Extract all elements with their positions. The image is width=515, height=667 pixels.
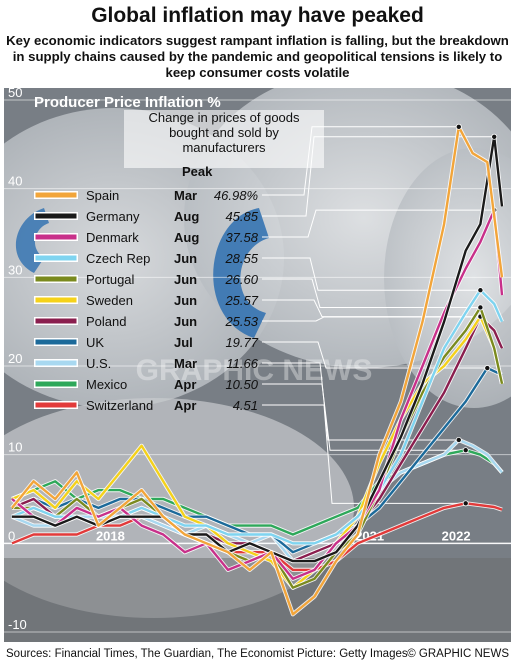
- watermark: GRAPHIC NEWS: [136, 354, 373, 387]
- legend-swatch-germany: [35, 213, 77, 219]
- sources-text: Sources: Financial Times, The Guardian, …: [6, 648, 408, 660]
- peak-marker-u-s: [455, 436, 462, 443]
- legend-peak-month-germany: Aug: [174, 209, 199, 224]
- legend-peak-value-spain: 46.98%: [214, 188, 258, 203]
- legend-swatch-u-s: [35, 360, 77, 366]
- y-tick-label: 0: [8, 528, 15, 543]
- series-line-sweden: [11, 315, 504, 589]
- peak-header: Peak: [182, 164, 213, 179]
- credit-text: © GRAPHIC NEWS: [407, 648, 509, 660]
- legend-swatch-denmark: [35, 234, 77, 240]
- legend-peak-value-sweden: 25.57: [224, 293, 258, 308]
- page-subtitle: Key economic indicators suggest rampant …: [6, 33, 509, 80]
- legend-swatch-spain: [35, 192, 77, 198]
- legend-name-uk: UK: [86, 335, 104, 350]
- legend-peak-month-spain: Mar: [174, 188, 197, 203]
- legend-name-sweden: Sweden: [86, 293, 133, 308]
- note-backdrop: [124, 110, 324, 168]
- page-title: Global inflation may have peaked: [91, 4, 424, 27]
- footer: Sources: Financial Times, The Guardian, …: [6, 648, 509, 664]
- peak-marker-portugal: [477, 304, 484, 311]
- legend-peak-value-germany: 45.85: [225, 209, 258, 224]
- legend-name-poland: Poland: [86, 314, 126, 329]
- legend-peak-month-uk: Jul: [174, 335, 193, 350]
- chart-panel: GRAPHIC NEWS 50 40 30 20 10 0 -10 2018 2021 2022…: [4, 88, 511, 642]
- legend-peak-value-czech-rep: 28.55: [224, 251, 258, 266]
- legend-name-u-s: U.S.: [86, 356, 111, 371]
- legend-peak-value-portugal: 26.60: [224, 272, 258, 287]
- legend-peak-month-poland: Jun: [174, 314, 197, 329]
- peak-marker-mexico: [462, 447, 469, 454]
- y-tick-label: 10: [8, 440, 22, 455]
- y-tick-label: 30: [8, 262, 22, 277]
- legend-name-portugal: Portugal: [86, 272, 135, 287]
- y-tick-label: -10: [8, 617, 27, 632]
- legend-peak-month-denmark: Aug: [174, 230, 199, 245]
- series-line-spain: [11, 125, 504, 616]
- legend-peak-month-mexico: Apr: [174, 377, 196, 392]
- legend-peak-value-denmark: 37.58: [225, 230, 258, 245]
- legend-peak-value-mexico: 10.50: [225, 377, 258, 392]
- legend-swatch-sweden: [35, 297, 77, 303]
- x-tick-label: 2022: [442, 528, 471, 543]
- legend-peak-value-switzerland: 4.51: [233, 398, 258, 413]
- legend-peak-month-switzerland: Apr: [174, 398, 196, 413]
- chart-title: Producer Price Inflation %: [34, 94, 221, 111]
- legend-swatch-switzerland: [35, 402, 77, 408]
- legend-name-spain: Spain: [86, 188, 119, 203]
- legend-peak-month-u-s: Mar: [174, 356, 197, 371]
- legend-peak-value-poland: 25.53: [224, 314, 258, 329]
- leader-line-switzerland: [262, 404, 466, 504]
- legend-peak-month-sweden: Jun: [174, 293, 197, 308]
- legend-swatch-portugal: [35, 276, 77, 282]
- leader-line-mexico: [262, 383, 466, 451]
- leader-line-spain: [262, 126, 459, 196]
- peak-marker-switzerland: [462, 500, 469, 507]
- legend-swatch-poland: [35, 318, 77, 324]
- peak-marker-spain: [455, 123, 462, 130]
- leader-line-denmark: [262, 209, 495, 238]
- chart-note: Change in prices of goods bought and sold…: [148, 110, 300, 155]
- leader-line-portugal: [262, 278, 481, 308]
- leader-line-uk: [262, 341, 488, 369]
- x-tick-label: 2018: [96, 528, 125, 543]
- peak-marker-czech-rep: [477, 287, 484, 294]
- legend-name-switzerland: Switzerland: [86, 398, 153, 413]
- legend-swatch-mexico: [35, 381, 77, 387]
- legend-peak-month-czech-rep: Jun: [174, 251, 197, 266]
- legend-name-mexico: Mexico: [86, 377, 127, 392]
- leader-line-czech-rep: [262, 257, 481, 291]
- peak-marker-germany: [491, 133, 498, 140]
- legend-name-germany: Germany: [86, 209, 140, 224]
- legend-name-czech-rep: Czech Rep: [86, 251, 150, 266]
- y-tick-label: 40: [8, 174, 22, 189]
- legend-swatch-uk: [35, 339, 77, 345]
- leader-line-germany: [262, 136, 495, 217]
- legend-peak-month-portugal: Jun: [174, 272, 197, 287]
- legend-swatch-czech-rep: [35, 255, 77, 261]
- leader-line-poland: [262, 316, 481, 322]
- peak-marker-uk: [484, 365, 491, 372]
- y-tick-label: 50: [8, 88, 22, 100]
- legend-peak-value-u-s: 11.66: [226, 356, 258, 371]
- legend-name-denmark: Denmark: [86, 230, 139, 245]
- y-tick-label: 20: [8, 351, 22, 366]
- legend-peak-value-uk: 19.77: [225, 335, 258, 350]
